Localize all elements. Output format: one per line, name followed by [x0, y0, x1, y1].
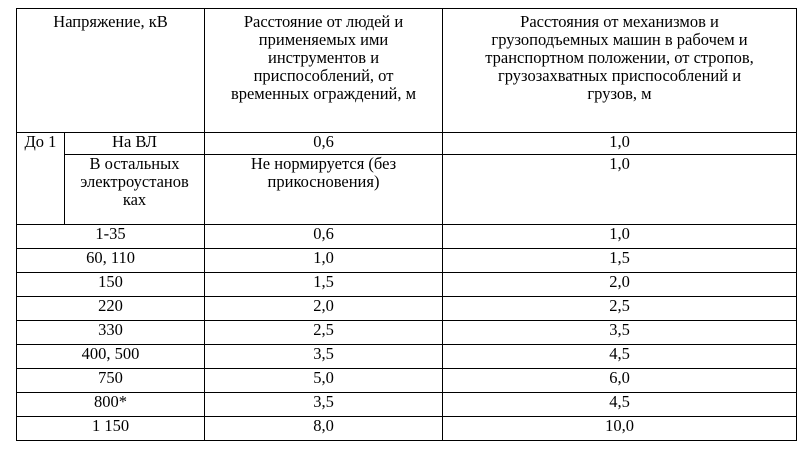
row-people: 2,0	[204, 296, 444, 321]
header-machines-line: грузов, м	[587, 84, 652, 103]
row-machines: 1,5	[442, 248, 798, 273]
row-voltage: 1 150	[15, 416, 206, 441]
table-row: 750 5,0 6,0	[15, 368, 798, 393]
table-row: 800* 3,5 4,5	[15, 392, 798, 417]
group-row-machines: 1,0	[442, 132, 798, 155]
header-machines: Расстояния от механизмов и грузоподъемны…	[442, 8, 798, 133]
group-voltage-label: До 1	[16, 132, 65, 225]
row-people: 3,5	[204, 344, 444, 369]
row-machines: 2,5	[442, 296, 798, 321]
row-people: 2,5	[204, 320, 444, 345]
group-row-people: Не нормируется (без прикосновения)	[204, 154, 444, 225]
header-machines-line: транспортном положении, от стропов,	[485, 48, 754, 67]
row-voltage: 330	[15, 320, 206, 345]
header-people-line: применяемых ими	[258, 30, 389, 49]
row-machines: 2,0	[442, 272, 798, 297]
header-people-line: временных ограждений, м	[230, 84, 417, 103]
row-voltage: 750	[15, 368, 206, 393]
table-row: 330 2,5 3,5	[15, 320, 798, 345]
group-row-name-line: электроустанов	[80, 172, 189, 191]
table-row: 60, 110 1,0 1,5	[15, 248, 798, 273]
group-row-name-line: В остальных	[89, 154, 180, 173]
table-row: 1 150 8,0 10,0	[15, 416, 798, 441]
row-machines: 3,5	[442, 320, 798, 345]
row-voltage: 220	[15, 296, 206, 321]
row-machines: 6,0	[442, 368, 798, 393]
group-row-name: В остальных электроустанов ках	[63, 154, 206, 225]
row-people: 3,5	[204, 392, 444, 417]
group-row-name: На ВЛ	[63, 132, 206, 155]
row-people: 8,0	[204, 416, 444, 441]
row-machines: 4,5	[442, 392, 798, 417]
table-row: В остальных электроустанов ках Не нормир…	[17, 154, 798, 225]
row-machines: 1,0	[442, 224, 798, 249]
header-machines-line: Расстояния от механизмов и	[520, 12, 719, 31]
row-voltage: 400, 500	[15, 344, 206, 369]
group-row-name-line: ках	[122, 190, 147, 209]
header-people-line: инструментов и	[267, 48, 380, 67]
distance-table: Напряжение, кВ Расстояние от людей и при…	[15, 8, 798, 441]
header-people: Расстояние от людей и применяемых ими ин…	[204, 8, 444, 133]
header-row: Напряжение, кВ Расстояние от людей и при…	[15, 8, 798, 133]
table-row: 220 2,0 2,5	[15, 296, 798, 321]
row-voltage: 800*	[15, 392, 206, 417]
group-row-people: 0,6	[204, 132, 444, 155]
row-people: 0,6	[204, 224, 444, 249]
header-people-line: приспособлений, от	[253, 66, 394, 85]
row-people: 1,5	[204, 272, 444, 297]
row-people: 1,0	[204, 248, 444, 273]
header-machines-line: грузозахватных приспособлений и	[497, 66, 742, 85]
row-machines: 10,0	[442, 416, 798, 441]
header-people-line: Расстояние от людей и	[243, 12, 404, 31]
table-row: 400, 500 3,5 4,5	[15, 344, 798, 369]
row-people: 5,0	[204, 368, 444, 393]
group-row-people-line: Не нормируется (без	[250, 154, 397, 173]
table-row: 150 1,5 2,0	[15, 272, 798, 297]
row-voltage: 1-35	[15, 224, 206, 249]
row-machines: 4,5	[442, 344, 798, 369]
row-voltage: 150	[15, 272, 206, 297]
table-row: 1-35 0,6 1,0	[15, 224, 798, 249]
header-machines-line: грузоподъемных машин в рабочем и	[491, 30, 748, 49]
table-row: До 1 На ВЛ 0,6 1,0	[16, 132, 798, 225]
header-voltage-text: Напряжение, кВ	[53, 12, 168, 31]
row-voltage: 60, 110	[15, 248, 206, 273]
group-row-machines: 1,0	[442, 154, 798, 225]
group-row-people-line: прикосновения)	[267, 172, 380, 191]
header-voltage: Напряжение, кВ	[15, 8, 206, 133]
